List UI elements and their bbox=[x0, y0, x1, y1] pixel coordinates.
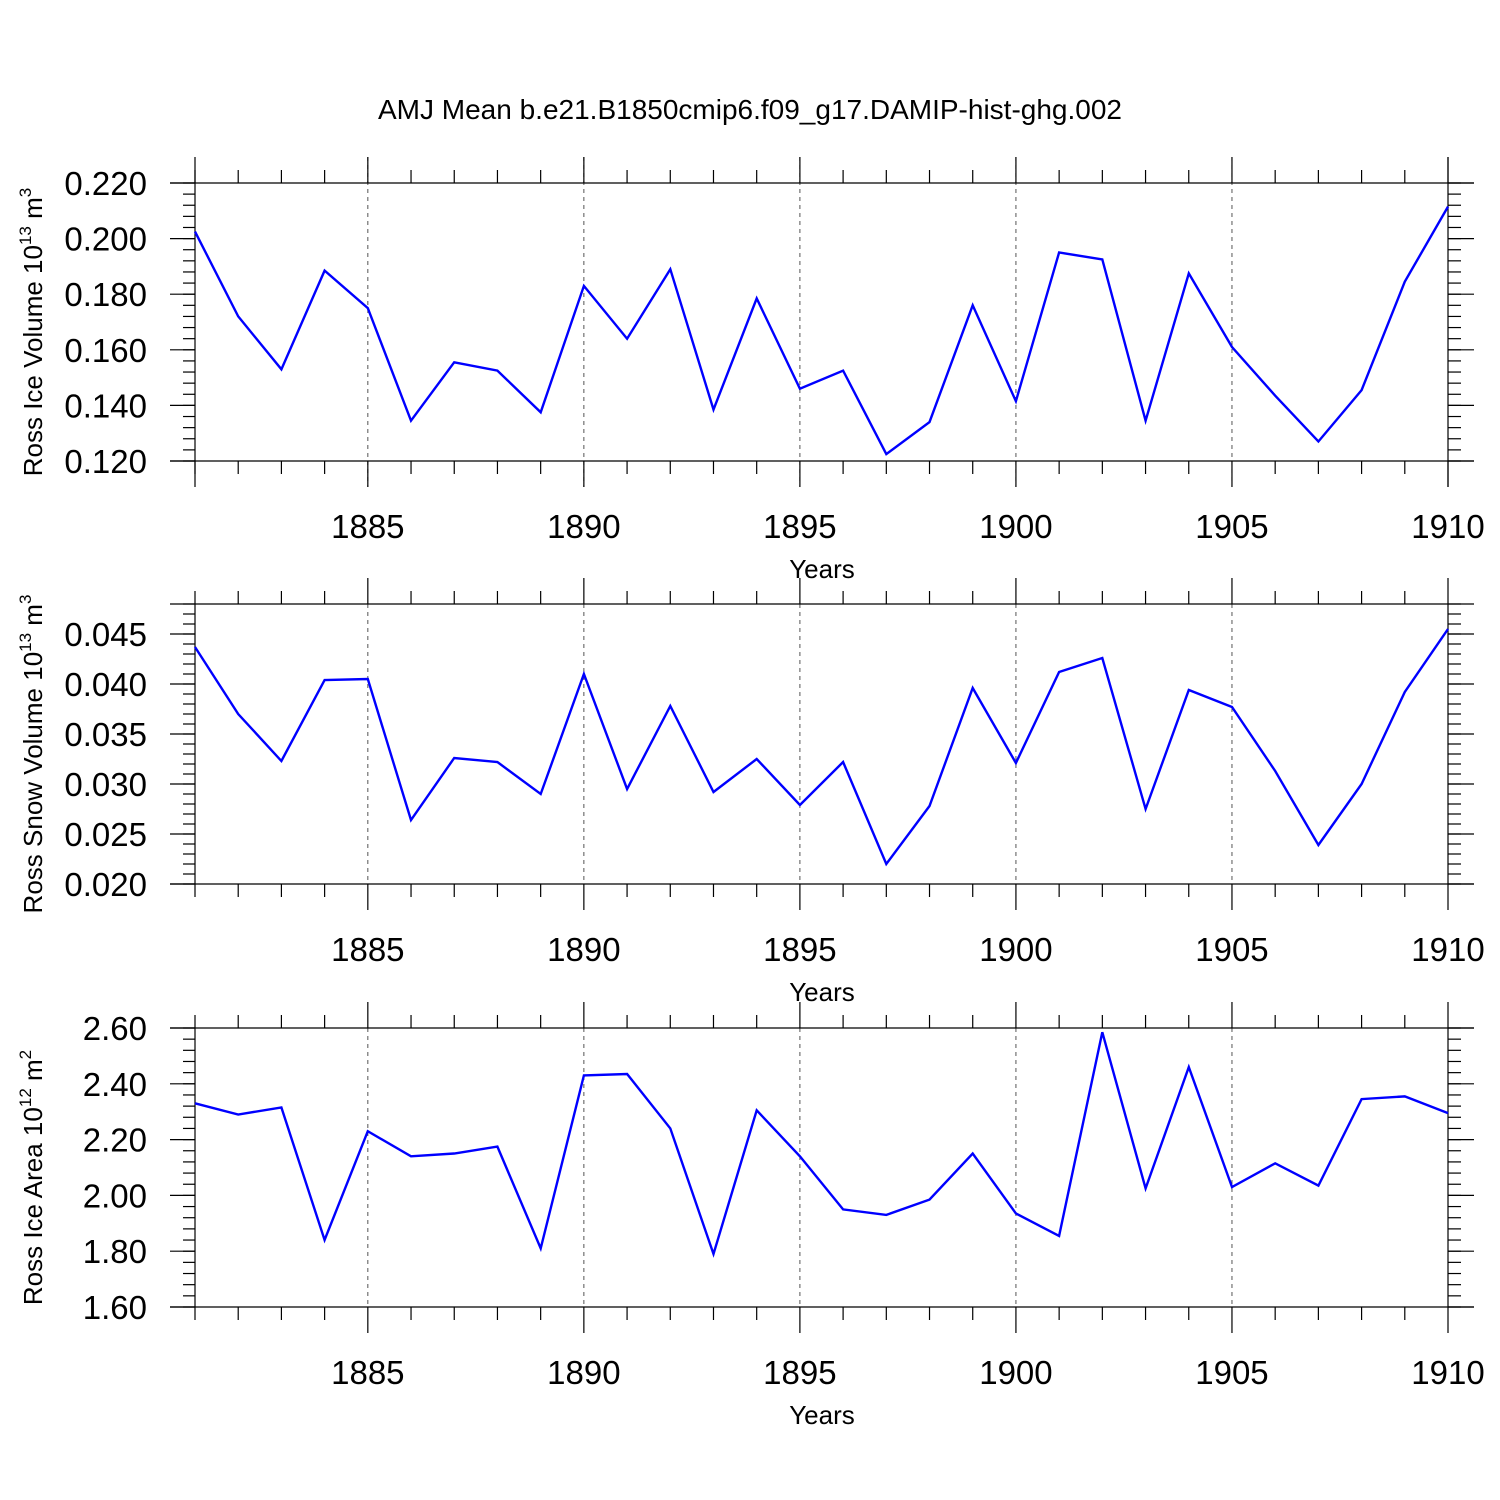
y-tick-label: 0.160 bbox=[64, 332, 147, 369]
series-line bbox=[193, 628, 1449, 867]
x-tick-label: 1910 bbox=[1411, 508, 1484, 545]
y-tick-label: 0.025 bbox=[64, 816, 147, 853]
series-line bbox=[193, 206, 1450, 456]
x-axis-title: Years bbox=[789, 1400, 855, 1430]
y-tick-label: 0.035 bbox=[64, 716, 147, 753]
x-tick-label: 1895 bbox=[763, 508, 836, 545]
chart-panels: 0.120 0.140 0.160 0.180 0.200 0.220 1885 1890 18… bbox=[16, 157, 1485, 1430]
y-tick-label: 0.030 bbox=[64, 766, 147, 803]
x-tick-label: 1890 bbox=[547, 931, 620, 968]
chart-panel-1: 0.120 0.140 0.160 0.180 0.200 0.220 1885 1890 18… bbox=[16, 157, 1485, 584]
y-tick-label: 0.020 bbox=[64, 866, 147, 903]
chart-panel-2: 0.020 0.025 0.030 0.035 0.040 0.045 1885 1890 18… bbox=[16, 578, 1485, 1007]
x-tick-label: 1895 bbox=[763, 1354, 836, 1391]
y-tick-label: 0.120 bbox=[64, 443, 147, 480]
x-tick-label: 1885 bbox=[331, 1354, 404, 1391]
y-tick-label: 1.80 bbox=[83, 1233, 147, 1270]
y-tick-label: 0.200 bbox=[64, 221, 147, 258]
y-tick-label: 1.60 bbox=[83, 1289, 147, 1326]
x-tick-label: 1910 bbox=[1411, 1354, 1484, 1391]
x-tick-label: 1900 bbox=[979, 508, 1052, 545]
x-tick-label: 1885 bbox=[331, 508, 404, 545]
x-tick-label: 1890 bbox=[547, 508, 620, 545]
x-tick-label: 1895 bbox=[763, 931, 836, 968]
series-line bbox=[194, 1031, 1449, 1258]
y-tick-label: 0.045 bbox=[64, 616, 147, 653]
y-tick-label: 0.180 bbox=[64, 276, 147, 313]
x-axis-title: Years bbox=[789, 977, 855, 1007]
x-tick-label: 1885 bbox=[331, 931, 404, 968]
chart-panel-3: 1.60 1.80 2.00 2.20 2.40 2.60 1885 1890 1895 1900… bbox=[16, 1002, 1485, 1430]
x-tick-label: 1905 bbox=[1195, 931, 1268, 968]
y-tick-label: 2.40 bbox=[83, 1066, 147, 1103]
y-tick-label: 0.220 bbox=[64, 165, 147, 202]
x-tick-label: 1890 bbox=[547, 1354, 620, 1391]
y-tick-label: 0.140 bbox=[64, 387, 147, 424]
x-tick-label: 1910 bbox=[1411, 931, 1484, 968]
y-tick-label: 0.040 bbox=[64, 666, 147, 703]
x-tick-label: 1900 bbox=[979, 931, 1052, 968]
y-axis-title: Ross Snow Volume 1013 m3 bbox=[16, 595, 48, 914]
x-axis-title: Years bbox=[789, 554, 855, 584]
figure-title: AMJ Mean b.e21.B1850cmip6.f09_g17.DAMIP-… bbox=[378, 94, 1122, 125]
x-tick-label: 1900 bbox=[979, 1354, 1052, 1391]
x-tick-label: 1905 bbox=[1195, 508, 1268, 545]
y-tick-label: 2.00 bbox=[83, 1177, 147, 1214]
y-tick-label: 2.60 bbox=[83, 1010, 147, 1047]
x-tick-label: 1905 bbox=[1195, 1354, 1268, 1391]
y-axis-title: Ross Ice Volume 1013 m3 bbox=[16, 188, 48, 477]
y-tick-label: 2.20 bbox=[83, 1122, 147, 1159]
y-axis-title: Ross Ice Area 1012 m2 bbox=[16, 1050, 48, 1305]
